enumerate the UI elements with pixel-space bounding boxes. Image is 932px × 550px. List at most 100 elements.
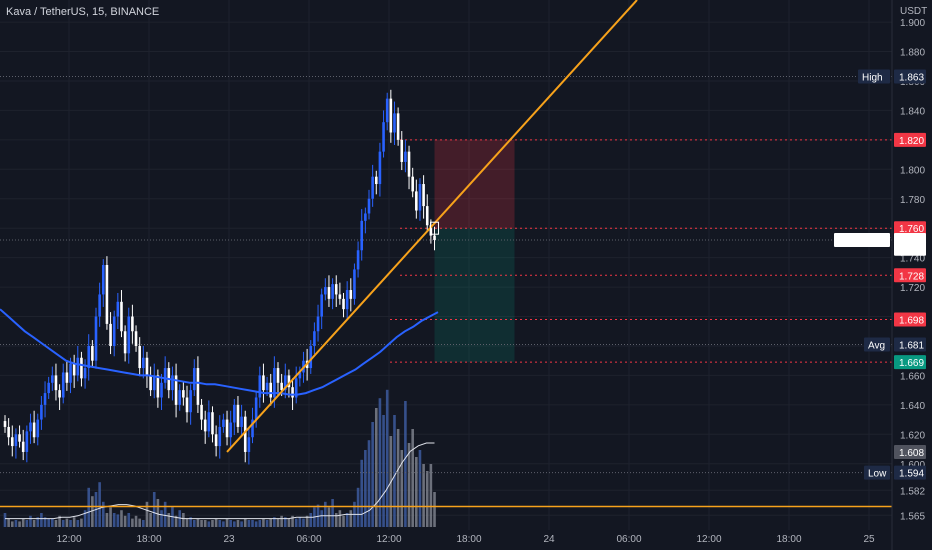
price-tag-value-box — [894, 69, 926, 84]
candle-body — [127, 316, 131, 354]
volume-bar — [316, 504, 320, 527]
volume-bar — [364, 450, 367, 527]
candle-body — [76, 357, 80, 376]
volume-bar — [229, 520, 232, 527]
candle-body — [422, 184, 425, 207]
time-tick-label: 06:00 — [616, 534, 641, 545]
candle-body — [25, 431, 29, 452]
candle-body — [211, 412, 214, 435]
candle-body — [407, 151, 411, 177]
volume-bar — [207, 521, 211, 527]
candle-body — [91, 345, 94, 361]
candle-body — [131, 316, 134, 332]
volume-bar — [324, 501, 327, 527]
candle-body — [3, 421, 7, 427]
candle-body — [65, 372, 69, 383]
volume-bar — [214, 518, 218, 527]
volume-bar — [145, 501, 149, 527]
candle-body — [51, 375, 54, 383]
candle-body — [294, 378, 298, 398]
volume-bar — [10, 521, 14, 527]
candle-body — [109, 323, 112, 346]
volume-bar — [40, 513, 43, 527]
candle-body — [207, 412, 211, 432]
volume-bar — [192, 520, 196, 527]
volume-bar — [76, 520, 80, 527]
volume-bar — [160, 510, 163, 527]
price-tag-value: 14:54 — [899, 245, 924, 256]
volume-bar — [374, 408, 378, 527]
volume-bar — [14, 520, 18, 527]
volume-bar — [109, 507, 112, 527]
position-tool[interactable] — [434, 139, 515, 363]
volume-bar — [101, 501, 105, 527]
candle-body — [61, 372, 65, 398]
price-tag-label: KAVAUSDT — [838, 236, 890, 247]
volume-bar — [185, 518, 189, 527]
candle-body — [178, 390, 182, 405]
price-tick-label: 1.565 — [900, 511, 925, 522]
volume-bar — [415, 457, 418, 527]
volume-bar — [174, 515, 178, 527]
candle-body — [364, 213, 367, 221]
volume-bar — [371, 422, 374, 527]
volume-bar — [203, 520, 207, 527]
candle-body — [29, 422, 32, 432]
candle-body — [254, 397, 258, 420]
candle-body — [112, 316, 116, 346]
volume-bar — [345, 513, 349, 527]
price-tick-label: 1.620 — [900, 430, 925, 441]
time-axis[interactable]: 12:00 18:00 23 06:00 12:00 18:00 24 06:00 12:00 1… — [56, 534, 875, 545]
candle-body — [313, 331, 316, 346]
volume-bar — [338, 510, 342, 527]
symbol-title[interactable]: Kava / TetherUS, 15, BINANCE — [6, 6, 160, 18]
volume-bar — [360, 459, 364, 527]
price-tag-value: 1.608 — [899, 448, 924, 459]
drawings[interactable] — [226, 0, 638, 453]
volume-bar — [342, 515, 345, 527]
price-tag-value-box — [894, 241, 926, 256]
price-tick-label: 1.880 — [900, 48, 925, 59]
volume-bar — [3, 513, 7, 527]
candle-body — [298, 372, 302, 379]
volume-bar — [302, 518, 305, 527]
price-tick-label: 1.720 — [900, 283, 925, 294]
candle-body — [182, 390, 185, 398]
price-tag-value: 1.669 — [899, 358, 924, 369]
volume-bar — [51, 518, 54, 527]
candle-body — [374, 176, 378, 185]
volume-moving-average — [5, 442, 435, 520]
candle-body — [87, 345, 91, 369]
candle-body — [21, 441, 25, 452]
volume-bar — [422, 464, 425, 527]
candle-body — [134, 331, 138, 346]
candle-body — [105, 265, 109, 324]
candle-body — [80, 357, 83, 379]
volume-bar — [305, 515, 309, 527]
volume-bar — [7, 518, 10, 527]
volume-bar — [294, 518, 298, 527]
currency-label: USDT — [900, 6, 927, 17]
price-tag-value-box — [894, 132, 926, 147]
candle-body — [338, 294, 342, 299]
volume-bar — [69, 520, 72, 527]
volume-bar — [72, 517, 76, 527]
candle-body — [283, 375, 287, 391]
price-tick-label: 1.900 — [900, 18, 925, 29]
candle-body — [287, 375, 291, 388]
candle-body — [200, 404, 203, 420]
volume-bar — [385, 389, 389, 527]
price-tick-label: 1.780 — [900, 195, 925, 206]
volume-bar — [127, 513, 131, 527]
candle-body — [83, 368, 87, 379]
price-tag-value-box — [894, 355, 926, 370]
candle-body — [371, 176, 374, 199]
volume-bar — [149, 513, 152, 527]
candle-body — [411, 176, 414, 192]
price-tick-label: 1.740 — [900, 254, 925, 265]
candle-body — [138, 345, 141, 369]
volume-bar — [65, 518, 69, 527]
volume-bar — [123, 515, 127, 527]
candle-body — [43, 393, 47, 405]
